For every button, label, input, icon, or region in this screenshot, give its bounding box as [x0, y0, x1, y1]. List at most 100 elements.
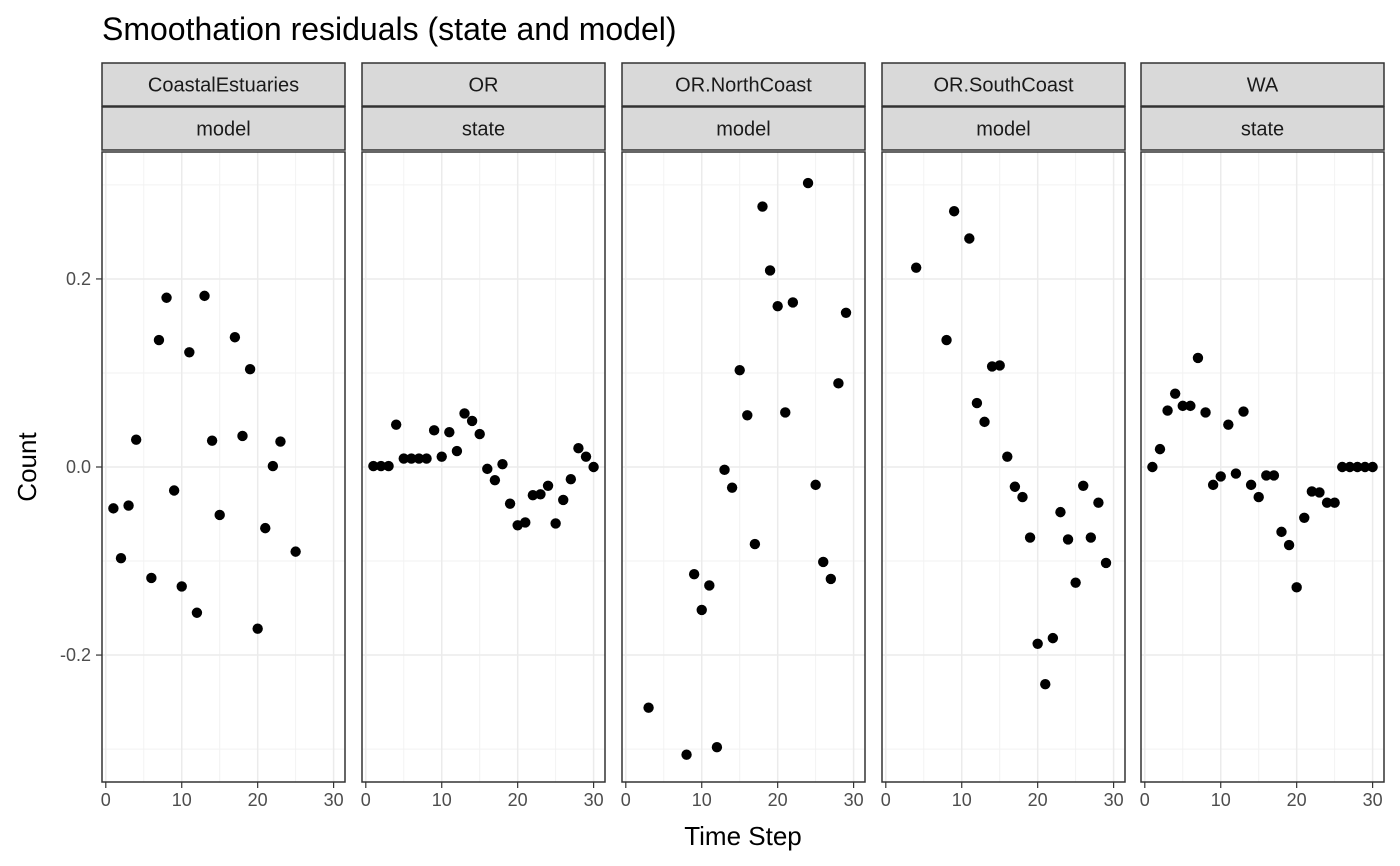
data-point [726, 482, 738, 493]
data-point [184, 347, 195, 358]
data-point [504, 498, 516, 509]
data-point [1299, 512, 1310, 523]
data-point [535, 489, 546, 500]
y-tick-label: -0.2 [60, 645, 91, 665]
x-tick-label: 10 [692, 790, 712, 810]
facet-strip-bottom [101, 106, 346, 151]
x-tick-label: 30 [844, 790, 864, 810]
data-point [176, 581, 187, 592]
data-point [199, 290, 210, 302]
data-point [520, 517, 531, 528]
x-tick-label: 20 [248, 790, 268, 810]
data-point [1047, 632, 1059, 644]
data-point [466, 415, 478, 427]
data-point [428, 425, 440, 436]
facet-strip-top-label: CoastalEstuaries [148, 75, 299, 97]
data-point [550, 518, 561, 529]
data-point [229, 332, 241, 343]
data-point [787, 297, 799, 308]
data-point [802, 177, 814, 189]
data-point [1276, 526, 1287, 538]
data-point [764, 265, 776, 276]
data-point [527, 490, 539, 501]
data-point [1223, 419, 1234, 430]
data-point [1147, 461, 1158, 473]
data-point [474, 428, 485, 440]
x-tick-label: 0 [881, 790, 891, 810]
data-point [375, 460, 387, 472]
data-point [1093, 497, 1104, 508]
data-point [772, 301, 783, 312]
data-point [757, 201, 768, 212]
data-point [941, 334, 952, 346]
facet-strip-bottom-label: state [462, 119, 505, 141]
facet-panel-5: WA state 0 10 20 30 [1140, 62, 1385, 810]
x-tick-label: 10 [1211, 790, 1231, 810]
facet-strip-top [101, 62, 346, 107]
data-point [421, 453, 432, 464]
y-axis-title: Count [12, 432, 42, 502]
data-point [206, 435, 218, 446]
facet-strip-top-label: WA [1247, 75, 1279, 97]
data-point [719, 464, 730, 476]
y-tick-label: 0.2 [66, 269, 91, 289]
data-point [398, 453, 409, 464]
data-point [1215, 471, 1226, 482]
data-point [1306, 486, 1318, 497]
facet-strip-top [361, 62, 606, 107]
data-point [1062, 534, 1074, 545]
facet-strip-top-label: OR.NorthCoast [675, 75, 812, 97]
data-point [451, 445, 463, 457]
x-tick-label: 0 [1140, 790, 1150, 810]
data-point [1177, 400, 1188, 412]
x-tick-label: 10 [952, 790, 972, 810]
data-point [1329, 497, 1340, 508]
data-point [1055, 506, 1066, 518]
data-point [1359, 461, 1371, 473]
data-point [1085, 532, 1097, 543]
data-point [1192, 352, 1204, 364]
data-point [168, 485, 180, 496]
x-tick-label: 0 [101, 790, 111, 810]
data-point [1040, 679, 1051, 690]
data-point [1169, 388, 1181, 399]
data-point [1002, 451, 1013, 462]
data-point [1185, 400, 1196, 412]
data-point [994, 360, 1005, 371]
data-point [130, 434, 142, 445]
data-point [115, 553, 127, 564]
data-point [1017, 491, 1028, 503]
data-point [108, 503, 119, 514]
data-point [588, 461, 599, 473]
data-point [1314, 487, 1325, 498]
data-point [1321, 497, 1333, 508]
data-point [482, 463, 493, 475]
data-point [1154, 443, 1166, 455]
data-point [290, 546, 301, 557]
data-point [153, 334, 165, 346]
data-point [1337, 461, 1348, 473]
facet-panel-3: OR.NorthCoast model 0 10 20 30 [621, 62, 866, 810]
x-tick-label: 30 [1104, 790, 1124, 810]
x-tick-label: 20 [508, 790, 528, 810]
data-point [1352, 461, 1363, 473]
data-point [696, 604, 707, 616]
x-tick-label: 20 [1287, 790, 1307, 810]
x-tick-label: 30 [584, 790, 604, 810]
data-point [749, 538, 761, 550]
data-point [237, 430, 248, 442]
data-point [1344, 461, 1356, 473]
x-tick-label: 10 [432, 790, 452, 810]
data-point [123, 500, 134, 511]
data-point [244, 364, 256, 375]
facet-strip-bottom-label: state [1241, 119, 1284, 141]
data-point [1200, 407, 1211, 418]
data-point [840, 307, 852, 318]
data-point [1230, 468, 1242, 479]
facet-strip-bottom [881, 106, 1126, 151]
facet-panel-4: OR.SouthCoast model 0 10 20 30 [881, 62, 1126, 810]
panel-border [881, 151, 1126, 783]
data-point [643, 702, 654, 713]
